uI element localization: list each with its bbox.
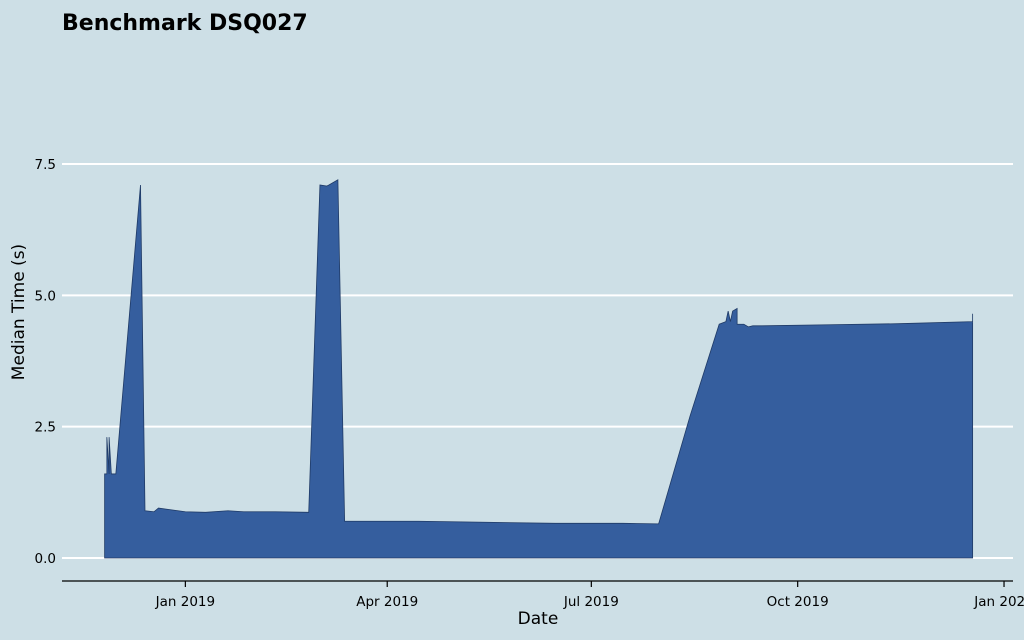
chart-title: Benchmark DSQ027 [62, 11, 308, 36]
y-tick-label: 7.5 [35, 157, 56, 173]
series-area [105, 180, 973, 558]
y-tick-label: 5.0 [35, 288, 56, 304]
y-axis-ticks: 0.0 2.5 5.0 7.5 [35, 157, 56, 567]
series-layer [105, 180, 973, 558]
x-tick-label: Jan 2020 [973, 594, 1024, 610]
x-axis-ticks: Jan 2019 Apr 2019 Jul 2019 Oct 2019 Jan 2020 [155, 581, 1024, 610]
x-axis-label: Date [518, 609, 559, 629]
x-tick-label: Jul 2019 [563, 594, 619, 610]
y-tick-label: 2.5 [35, 420, 56, 436]
x-tick-label: Oct 2019 [767, 594, 829, 610]
x-tick-label: Jan 2019 [155, 594, 215, 610]
y-axis-label: Median Time (s) [9, 244, 29, 380]
y-tick-label: 0.0 [35, 551, 56, 567]
x-tick-label: Apr 2019 [356, 594, 418, 610]
